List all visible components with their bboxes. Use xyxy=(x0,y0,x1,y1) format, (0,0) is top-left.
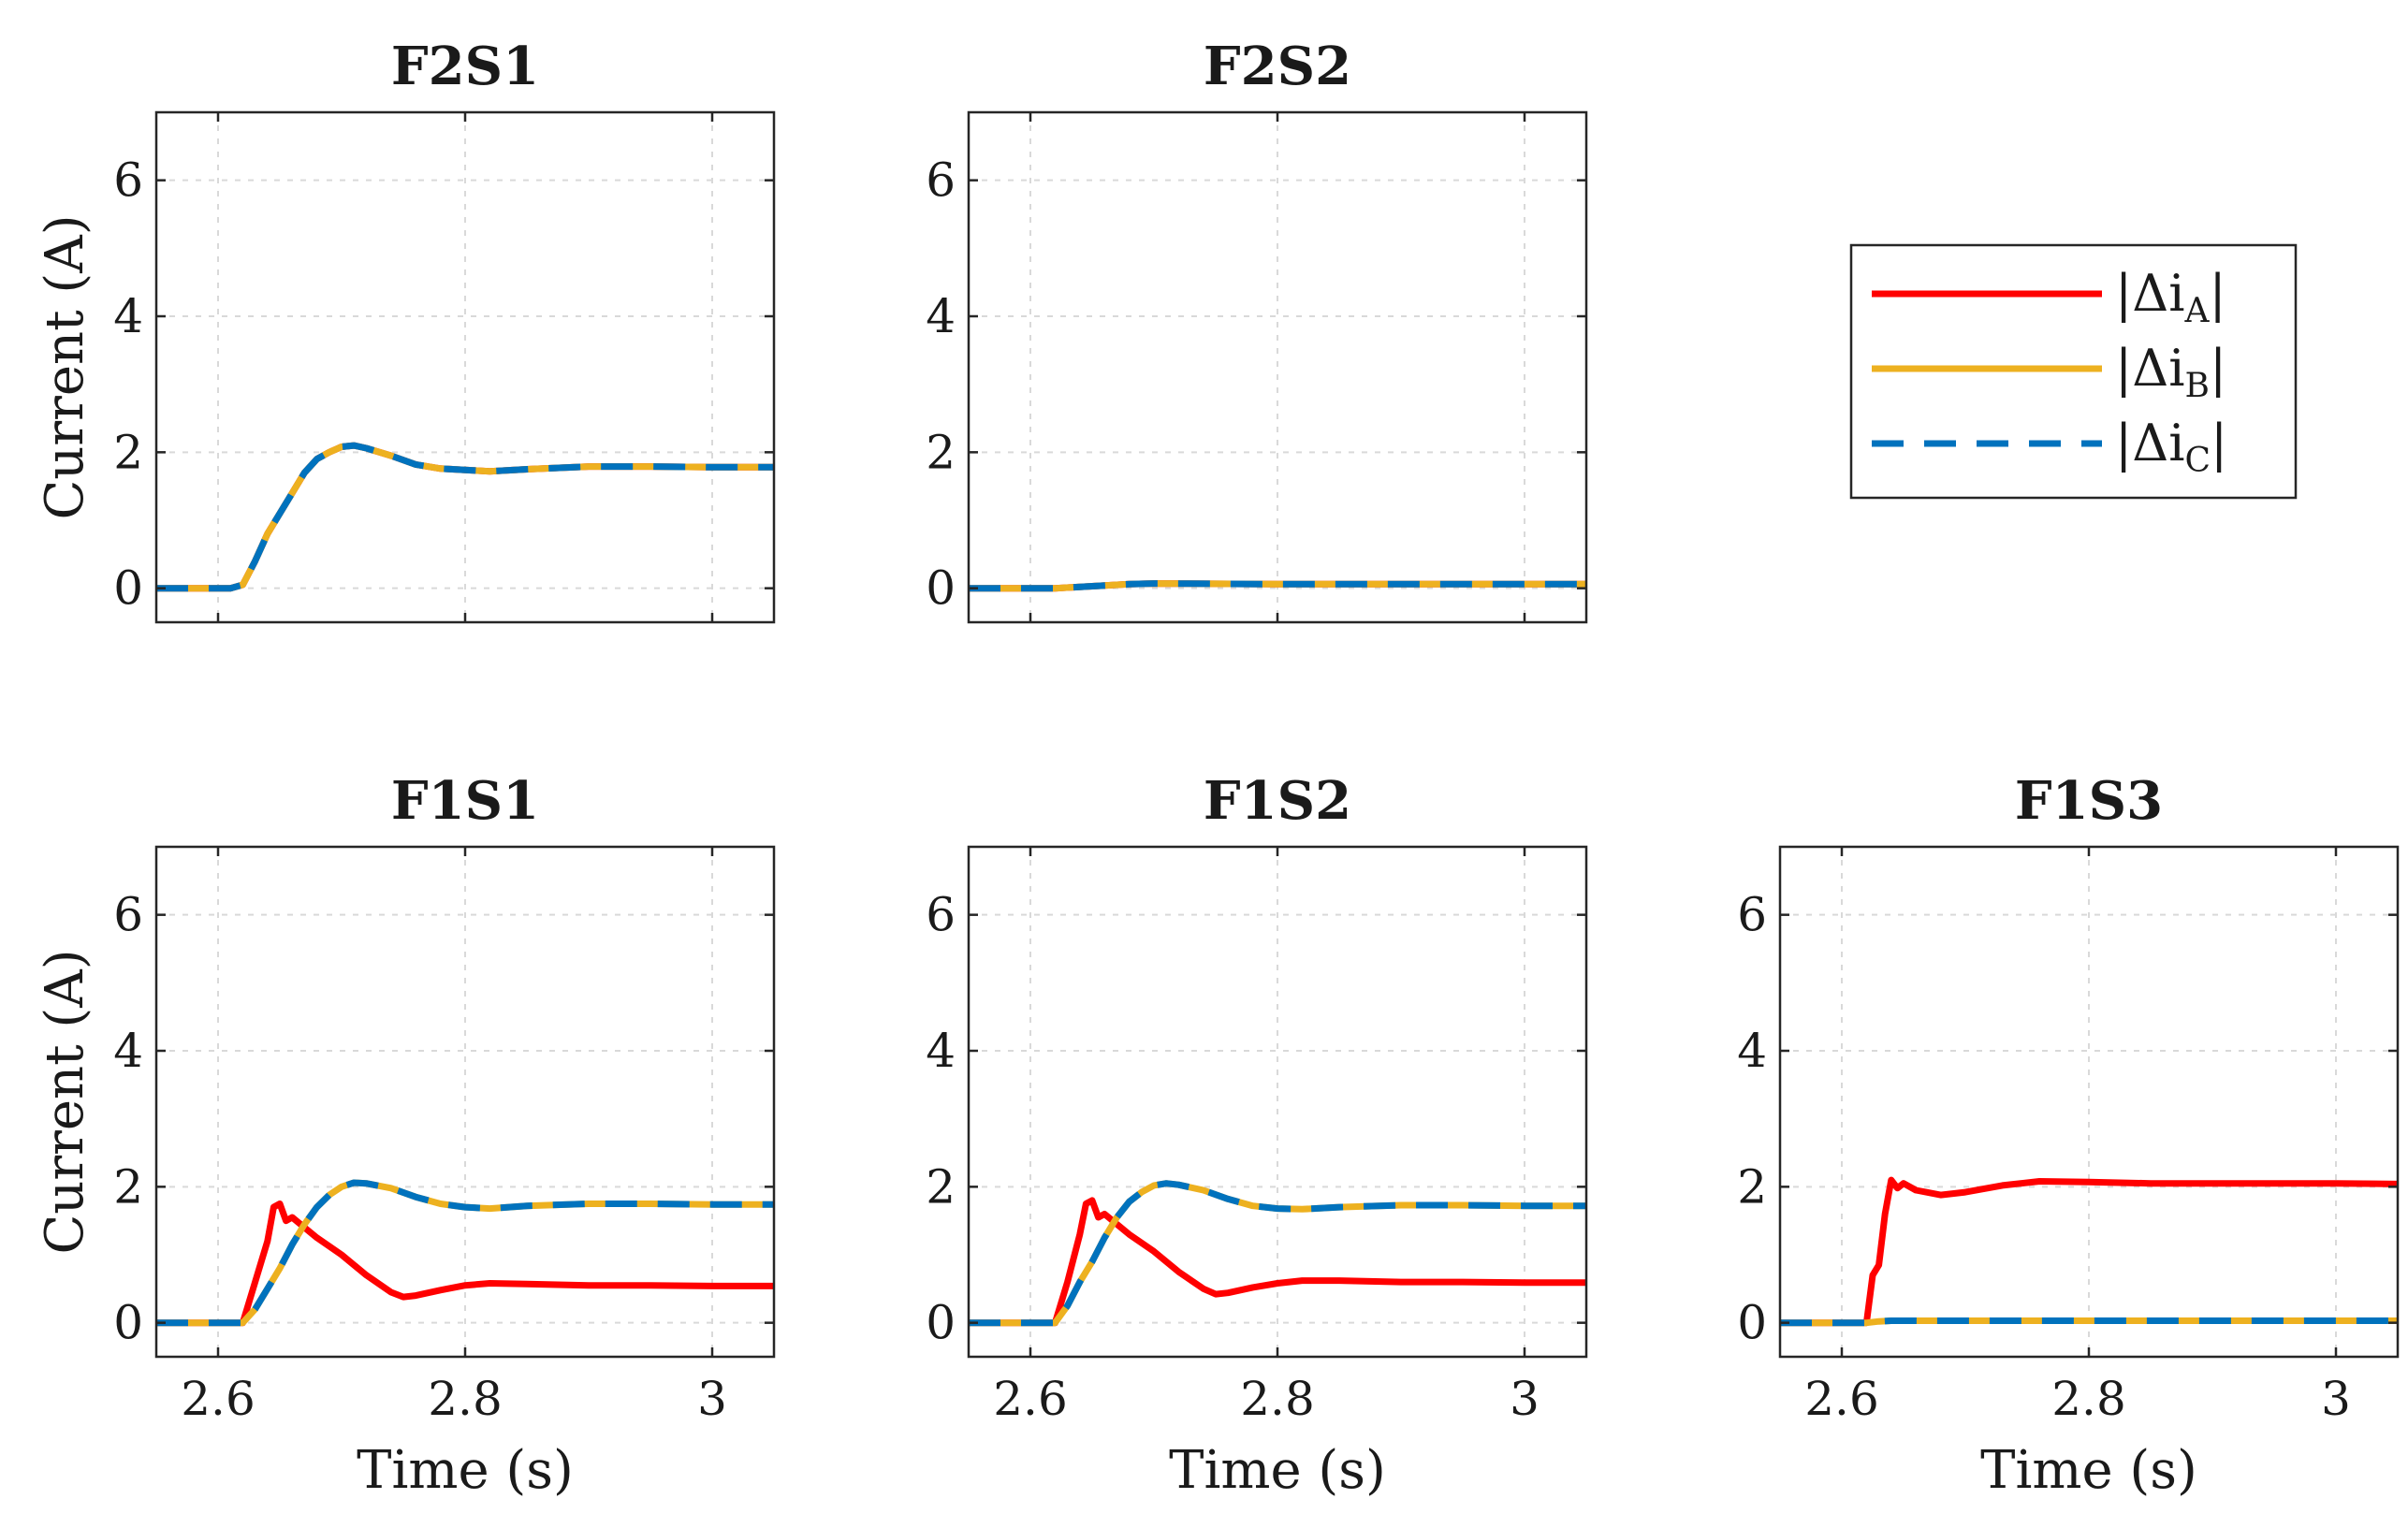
series-group xyxy=(969,580,1586,592)
panel-f1s2: 0 2 4 6 2.6 2.8 3 Time (s) F1S2 xyxy=(926,770,1588,1501)
y-tick-label: 0 xyxy=(113,1296,143,1350)
legend-label-b: |ΔiB| xyxy=(2115,339,2226,405)
x-tick-label: 2.8 xyxy=(1240,1372,1315,1426)
y-tick-label: 6 xyxy=(1737,888,1767,942)
legend-label-a: |ΔiA| xyxy=(2115,264,2226,330)
panel-f1s3: 0 2 4 6 2.6 2.8 3 Time (s) F1S3 xyxy=(1737,770,2400,1501)
series-line-c xyxy=(156,442,774,592)
y-tick-label: 0 xyxy=(113,561,143,616)
series-line-c xyxy=(969,1180,1586,1327)
y-tick-label: 2 xyxy=(113,425,143,479)
series-group xyxy=(156,1179,774,1327)
legend-label-sub: B xyxy=(2184,367,2209,405)
series-line-a xyxy=(969,1197,1586,1327)
legend: |ΔiA||ΔiB||ΔiC| xyxy=(1849,243,2298,500)
series-group xyxy=(969,1180,1586,1327)
y-tick-label: 6 xyxy=(926,153,956,208)
legend-label-sub: C xyxy=(2184,442,2211,480)
y-tick-label: 4 xyxy=(1737,1024,1767,1078)
legend-label-prefix: |Δi xyxy=(2115,339,2184,398)
panel-title: F1S3 xyxy=(2015,770,2163,832)
y-tick-label: 0 xyxy=(926,561,956,616)
series-line-c xyxy=(156,1179,774,1327)
legend-label-suffix: | xyxy=(2211,414,2227,473)
panels: 0 2 4 6 Current (A) F2S1 0 2 4 6 F2S2 0 2 4 6 2.6 2.8 3 Ti… xyxy=(35,36,2400,1501)
y-tick-label: 6 xyxy=(926,888,956,942)
y-tick-label: 4 xyxy=(113,289,143,343)
x-tick-label: 2.8 xyxy=(2051,1372,2126,1426)
y-tick-label: 0 xyxy=(1737,1296,1767,1350)
x-tick-label: 3 xyxy=(2321,1372,2351,1426)
legend-label-prefix: |Δi xyxy=(2115,414,2184,473)
y-tick-label: 2 xyxy=(926,1159,956,1214)
x-tick-label: 2.6 xyxy=(993,1372,1068,1426)
legend-label-prefix: |Δi xyxy=(2115,264,2184,323)
series-line-c xyxy=(969,580,1586,592)
x-tick-label: 3 xyxy=(697,1372,727,1426)
y-tick-label: 0 xyxy=(926,1296,956,1350)
y-tick-label: 4 xyxy=(926,1024,956,1078)
panel-title: F1S2 xyxy=(1204,770,1351,832)
x-tick-label: 2.8 xyxy=(428,1372,503,1426)
panel-f2s2: 0 2 4 6 F2S2 xyxy=(926,36,1588,624)
y-tick-label: 4 xyxy=(926,289,956,343)
y-tick-label: 2 xyxy=(926,425,956,479)
x-tick-label: 2.6 xyxy=(1804,1372,1879,1426)
y-tick-label: 2 xyxy=(1737,1159,1767,1214)
x-axis-label: Time (s) xyxy=(1169,1440,1386,1501)
x-tick-label: 3 xyxy=(1510,1372,1540,1426)
series-line-a xyxy=(156,1201,774,1327)
panel-f2s1: 0 2 4 6 Current (A) F2S1 xyxy=(35,36,776,624)
legend-label-sub: A xyxy=(2183,292,2210,330)
series-group xyxy=(156,442,774,592)
y-tick-label: 4 xyxy=(113,1024,143,1078)
series-line-c xyxy=(1780,1317,2398,1327)
y-tick-label: 2 xyxy=(113,1159,143,1214)
y-axis-label: Current (A) xyxy=(35,949,95,1254)
panel-title: F2S2 xyxy=(1204,36,1351,97)
series-group xyxy=(1780,1176,2398,1327)
legend-label-suffix: | xyxy=(2209,264,2226,323)
x-axis-label: Time (s) xyxy=(1980,1440,2197,1501)
panel-f1s1: 0 2 4 6 2.6 2.8 3 Time (s) Current (A) F1S1 xyxy=(35,770,776,1501)
y-tick-label: 6 xyxy=(113,153,143,208)
panel-title: F2S1 xyxy=(391,36,539,97)
legend-label-suffix: | xyxy=(2210,339,2226,398)
y-tick-label: 6 xyxy=(113,888,143,942)
y-axis-label: Current (A) xyxy=(35,214,95,519)
series-line-a xyxy=(1780,1176,2398,1327)
x-tick-label: 2.6 xyxy=(181,1372,255,1426)
x-axis-label: Time (s) xyxy=(357,1440,574,1501)
legend-label-c: |ΔiC| xyxy=(2115,414,2227,480)
panel-title: F1S1 xyxy=(391,770,539,832)
